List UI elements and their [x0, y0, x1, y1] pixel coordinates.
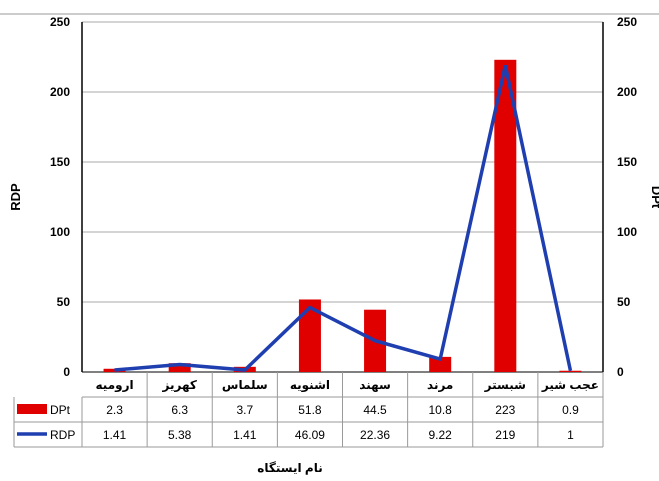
legend-label-rdp: RDP [50, 428, 75, 442]
table-cell-dpt: 44.5 [363, 403, 387, 417]
table-cell-dpt: 223 [495, 403, 515, 417]
y2-tick-label: 100 [617, 225, 637, 239]
series-line-rdp [114, 65, 573, 372]
line-point [504, 64, 506, 66]
y2-axis-title: DPt [649, 186, 659, 209]
table-cell-dpt: 2.3 [106, 403, 123, 417]
category-label: اشنویه [290, 378, 330, 393]
table-cell-rdp: 22.36 [360, 428, 390, 442]
category-label: مرند [427, 378, 453, 392]
y2-tick-label: 0 [617, 365, 624, 379]
table-cell-dpt: 51.8 [298, 403, 322, 417]
y-tick-label: 250 [50, 15, 70, 29]
table-cell-dpt: 3.7 [236, 403, 253, 417]
table-cell-rdp: 219 [495, 428, 515, 442]
line-point [569, 370, 571, 372]
table-cell-rdp: 46.09 [295, 428, 325, 442]
category-label: سهند [359, 378, 391, 392]
table-cell-rdp: 5.38 [168, 428, 192, 442]
line-point [244, 369, 246, 371]
y-axis-title: RDP [8, 183, 23, 211]
table-cell-dpt: 6.3 [171, 403, 188, 417]
line-point [439, 358, 441, 360]
bar [559, 370, 582, 372]
category-label: شبستر [484, 378, 526, 392]
table-cell-rdp: 9.22 [429, 428, 453, 442]
y2-tick-label: 50 [617, 295, 631, 309]
category-label: ارومیه [96, 378, 134, 393]
y-tick-label: 200 [50, 85, 70, 99]
legend-label-dpt: DPt [50, 403, 71, 417]
y-tick-label: 0 [63, 365, 70, 379]
table-cell-dpt: 0.9 [562, 403, 579, 417]
category-label: سلماس [222, 378, 268, 392]
bar [298, 299, 321, 372]
y-tick-label: 150 [50, 155, 70, 169]
table-cell-dpt: 10.8 [429, 403, 453, 417]
x-axis-title: نام ایستگاه [257, 461, 322, 476]
line-point [114, 369, 116, 371]
line-point [374, 340, 376, 342]
table-cell-rdp: 1.41 [233, 428, 257, 442]
y-tick-label: 50 [57, 295, 71, 309]
y2-tick-label: 150 [617, 155, 637, 169]
line-point [309, 306, 311, 308]
line-point [179, 363, 181, 365]
category-label: کهریز [162, 378, 197, 392]
table-cell-rdp: 1.41 [103, 428, 127, 442]
table-cell-rdp: 1 [567, 428, 574, 442]
bar [168, 363, 191, 372]
y2-tick-label: 250 [617, 15, 637, 29]
bar [494, 59, 517, 373]
y-tick-label: 100 [50, 225, 70, 239]
category-label: عجب شیر [541, 378, 599, 392]
bar [429, 356, 452, 372]
legend-key-dpt [17, 404, 47, 414]
y2-tick-label: 200 [617, 85, 637, 99]
